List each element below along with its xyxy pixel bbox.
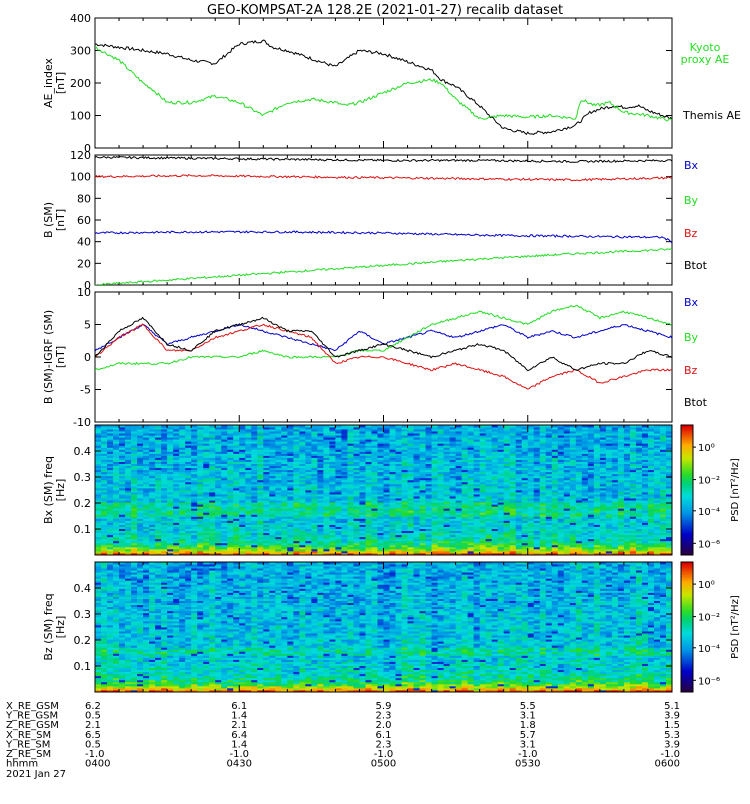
series-line-bz [95,324,672,389]
y-tick-label: 0 [84,351,91,364]
series-line-themis-ae [95,40,672,134]
series-line-bz [95,175,672,181]
y-tick-label: 10 [77,286,91,299]
y-tick-label: 5 [84,319,91,332]
y-tick-label: -5 [80,384,91,397]
y-tick-label: 200 [70,77,91,90]
series-line-btot [95,317,672,370]
legend-themis-ae: Themis AE [682,109,741,122]
y-tick-label: 100 [70,171,91,184]
series-line-by [95,305,672,370]
y-tick-label: -10 [73,416,91,429]
y-axis-unit: [nT] [54,72,67,94]
series-line-bx [95,324,672,351]
legend-bx: Bx [684,296,699,309]
y-tick-label: 100 [70,110,91,123]
legend-bz: Bz [684,227,698,240]
legend-btot: Btot [684,396,708,409]
series-line-kyoto-proxy-ae [95,47,672,121]
y-tick-label: 120 [70,149,91,162]
legend-bx: Bx [684,159,699,172]
legend-by: By [684,194,699,207]
y-tick-label: 20 [77,257,91,270]
y-axis-unit: [nT] [54,346,67,368]
y-tick-label: 40 [77,236,91,249]
y-axis-unit: [nT] [54,209,67,231]
series-line-bx [95,231,672,243]
legend-by: By [684,331,699,344]
y-tick-label: 400 [70,12,91,25]
y-tick-label: 300 [70,45,91,58]
figure-title: GEO-KOMPSAT-2A 128.2E (2021-01-27) recal… [207,3,563,18]
y-tick-label: 80 [77,192,91,205]
y-tick-label: 60 [77,214,91,227]
legend-bz: Bz [684,364,698,377]
panel-frame-ae [95,18,672,148]
legend-btot: Btot [684,259,708,272]
